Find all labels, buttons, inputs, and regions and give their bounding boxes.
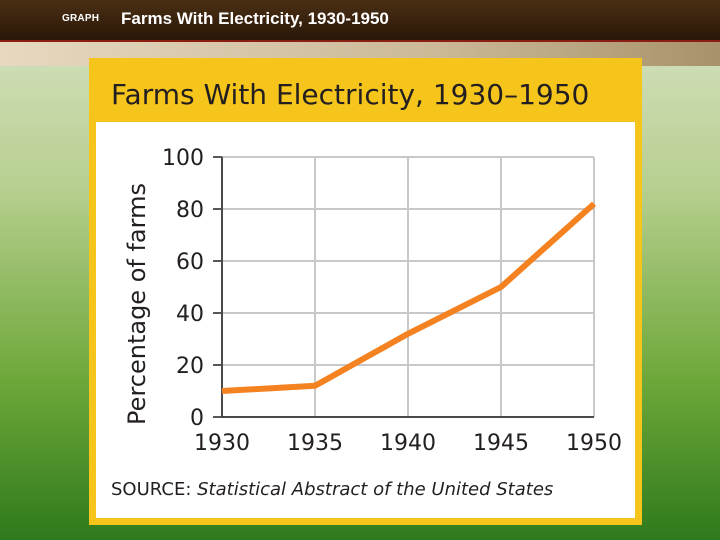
source-prefix: SOURCE: [111,479,192,500]
header-bar [0,0,720,40]
grid-lines [213,156,595,418]
chart-panel [96,122,635,518]
x-tick-label: 1935 [287,431,343,456]
y-tick-label: 40 [176,302,204,327]
y-tick-label: 80 [176,198,204,223]
y-tick-label: 60 [176,250,204,275]
y-tick-labels: 0 20 40 60 80 100 [162,146,204,431]
y-tick-label: 20 [176,354,204,379]
x-tick-label: 1940 [380,431,436,456]
slide-tag: GRAPH [62,13,100,24]
y-tick-label: 0 [190,406,204,431]
x-tick-labels: 1930 1935 1940 1945 1950 [194,431,622,456]
source-text: Statistical Abstract of the United State… [197,479,554,500]
y-tick-label: 100 [162,146,204,171]
chart-card: Farms With Electricity, 1930–1950 0 20 40 6… [89,58,642,525]
line-chart: 0 20 40 60 80 100 1930 1935 1940 1945 1950 Percen… [123,146,622,456]
x-tick-label: 1930 [194,431,250,456]
source-note: SOURCE: Statistical Abstract of the Unit… [111,479,553,500]
chart-title: Farms With Electricity, 1930–1950 [111,78,590,111]
y-axis-label: Percentage of farms [123,183,151,425]
slide-title: Farms With Electricity, 1930-1950 [121,9,389,28]
x-tick-label: 1950 [566,431,622,456]
x-tick-label: 1945 [473,431,529,456]
series-layer [221,201,597,394]
